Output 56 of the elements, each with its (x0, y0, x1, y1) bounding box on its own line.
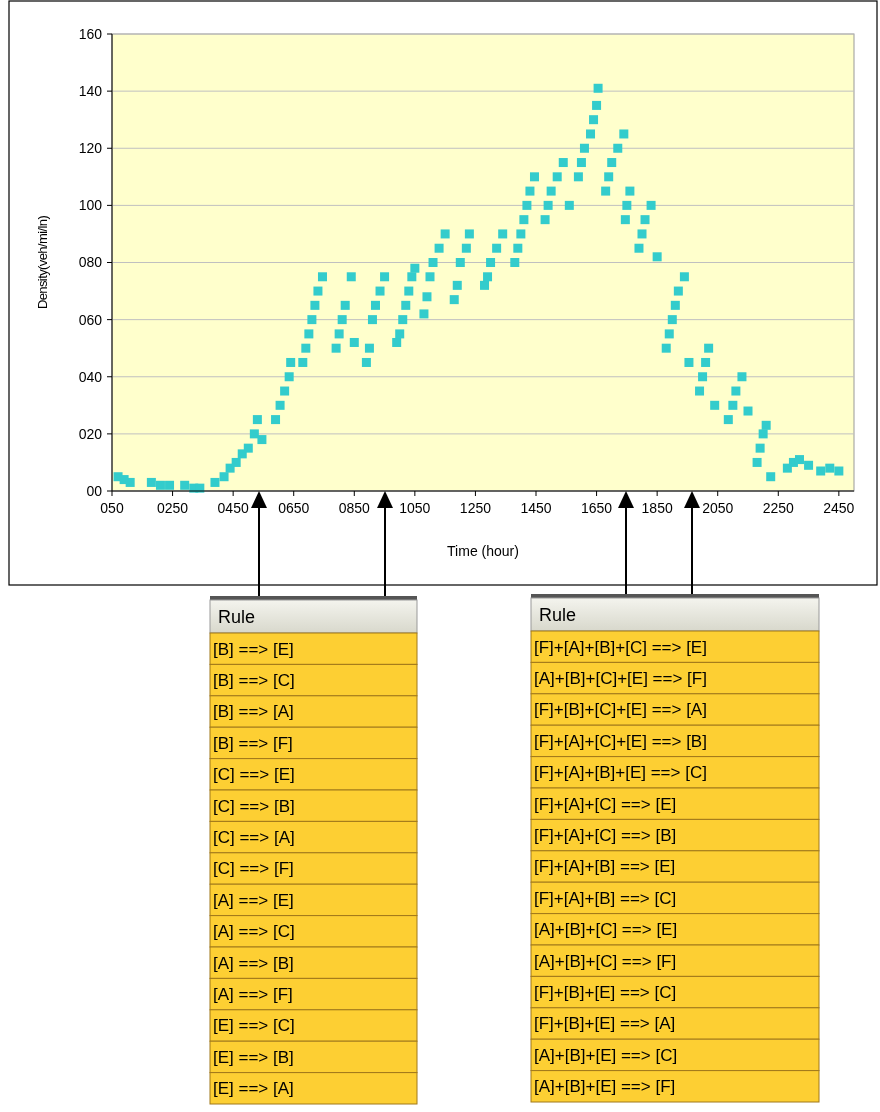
text: [B] ==> [A] (213, 702, 294, 722)
y-tick-label: 040 (78, 368, 103, 385)
x-tick-label: 2250 (762, 500, 795, 516)
y-tick-label: 060 (78, 311, 103, 328)
x-tick-label: 050 (100, 500, 124, 516)
x-tick-label: 0850 (338, 500, 371, 516)
text: [B] ==> [C] (213, 671, 295, 691)
text: [F]+[B]+[C]+[E] ==> [A] (534, 700, 707, 720)
text: [C] ==> [B] (213, 796, 295, 816)
text: Rule (218, 606, 256, 627)
text: [A]+[B]+[C]+[E] ==> [F] (534, 669, 707, 689)
x-tick-label: 1450 (520, 500, 552, 516)
text: [A]+[B]+[E] ==> [F] (534, 1077, 676, 1097)
x-tick-label: 2450 (823, 500, 855, 516)
text: [F]+[A]+[B]+[E] ==> [C] (534, 763, 707, 783)
text: [C] ==> [E] (213, 765, 295, 785)
text: [F]+[A]+[B]+[C] ==> [E] (534, 637, 707, 657)
text: [F]+[A]+[B] ==> [E] (534, 857, 676, 877)
x-tick-label: 1850 (641, 500, 673, 516)
x-tick-label: 1650 (580, 500, 613, 516)
x-tick-label: 1050 (399, 500, 431, 516)
x-tick-label: 0250 (156, 500, 189, 516)
text: [F]+[A]+[B] ==> [C] (534, 888, 677, 908)
x-tick-label: 1250 (459, 500, 492, 516)
text: [A] ==> [B] (213, 953, 294, 973)
text: [A]+[B]+[C] ==> [F] (534, 951, 677, 971)
text: [B] ==> [E] (213, 639, 294, 659)
text: [E] ==> [B] (213, 1047, 294, 1067)
y-tick-label: 100 (78, 197, 103, 214)
text: [E] ==> [C] (213, 1016, 295, 1036)
y-tick-label: 120 (78, 140, 103, 157)
text: [F]+[A]+[C]+[E] ==> [B] (534, 731, 707, 751)
y-tick-label: 140 (78, 83, 103, 100)
x-tick-label: 0450 (217, 500, 249, 516)
text: [B] ==> [F] (213, 733, 293, 753)
text: [A] ==> [E] (213, 890, 294, 910)
x-axis-title: Time (hour) (447, 543, 519, 559)
y-tick-label: 020 (78, 425, 103, 442)
text: Rule (539, 604, 577, 625)
text: [A] ==> [F] (213, 985, 293, 1005)
x-tick-label: 2050 (702, 500, 734, 516)
text: [A] ==> [C] (213, 922, 295, 942)
text: [C] ==> [F] (213, 859, 294, 879)
y-tick-label: 160 (78, 25, 103, 42)
text: [F]+[B]+[E] ==> [A] (534, 1014, 676, 1034)
text: [F]+[A]+[C] ==> [B] (534, 826, 677, 846)
y-axis-title: Density(veh/mi/ln) (35, 215, 50, 310)
x-tick-label: 0650 (278, 500, 310, 516)
text: [A]+[B]+[E] ==> [C] (534, 1045, 678, 1065)
text: [A]+[B]+[C] ==> [E] (534, 920, 678, 940)
text: [C] ==> [A] (213, 828, 295, 848)
text: [F]+[A]+[C] ==> [E] (534, 794, 677, 814)
y-tick-label: 080 (78, 254, 103, 271)
y-tick-label: 00 (86, 482, 103, 499)
text: [E] ==> [A] (213, 1079, 294, 1099)
text: [F]+[B]+[E] ==> [C] (534, 983, 677, 1003)
